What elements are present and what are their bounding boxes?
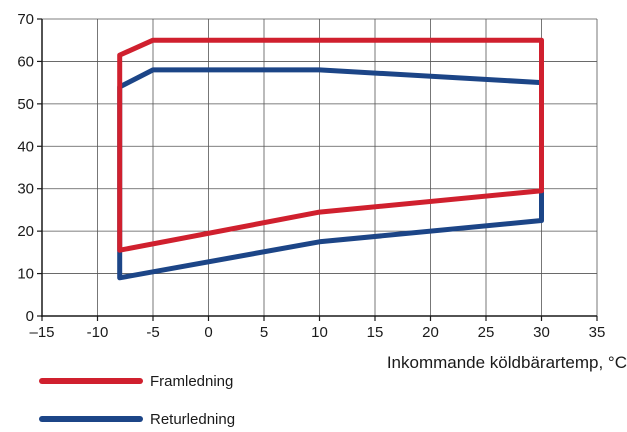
x-tick-label: 35 bbox=[589, 324, 606, 341]
x-tick-label: 20 bbox=[422, 324, 439, 341]
y-tick-label: 10 bbox=[17, 266, 34, 283]
series-group bbox=[117, 37, 544, 281]
x-tick-label: 15 bbox=[367, 324, 384, 341]
x-tick-label: 0 bbox=[204, 324, 212, 341]
legend-label: Framledning bbox=[150, 373, 233, 390]
grid bbox=[41, 18, 598, 317]
x-axis-label: Inkommande köldbärartemp, °C bbox=[387, 353, 627, 372]
y-tick-label: 60 bbox=[17, 53, 34, 70]
x-tick-labels: –15 -10 -5 0 5 10 15 20 25 30 35 bbox=[29, 324, 605, 341]
x-tick-label: –15 bbox=[29, 324, 54, 341]
x-tick-label: -5 bbox=[146, 324, 159, 341]
series-line-returledning bbox=[117, 67, 544, 281]
x-tick-label: -10 bbox=[87, 324, 109, 341]
y-tick-label: 0 bbox=[26, 308, 34, 325]
axes bbox=[37, 18, 598, 321]
x-tick-label: 5 bbox=[260, 324, 268, 341]
legend-item-returledning: Returledning bbox=[39, 411, 235, 428]
x-tick-label: 25 bbox=[478, 324, 495, 341]
y-tick-label: 70 bbox=[17, 11, 34, 28]
legend-label: Returledning bbox=[150, 411, 235, 428]
y-tick-labels: 0 10 20 30 40 50 60 70 bbox=[17, 11, 34, 325]
legend: Framledning Returledning bbox=[39, 373, 235, 428]
y-tick-label: 50 bbox=[17, 96, 34, 113]
y-tick-label: 20 bbox=[17, 223, 34, 240]
legend-item-framledning: Framledning bbox=[39, 373, 233, 390]
series-line-framledning bbox=[117, 37, 544, 253]
y-tick-label: 30 bbox=[17, 181, 34, 198]
x-tick-label: 10 bbox=[311, 324, 328, 341]
y-tick-label: 40 bbox=[17, 138, 34, 155]
x-tick-label: 30 bbox=[533, 324, 550, 341]
